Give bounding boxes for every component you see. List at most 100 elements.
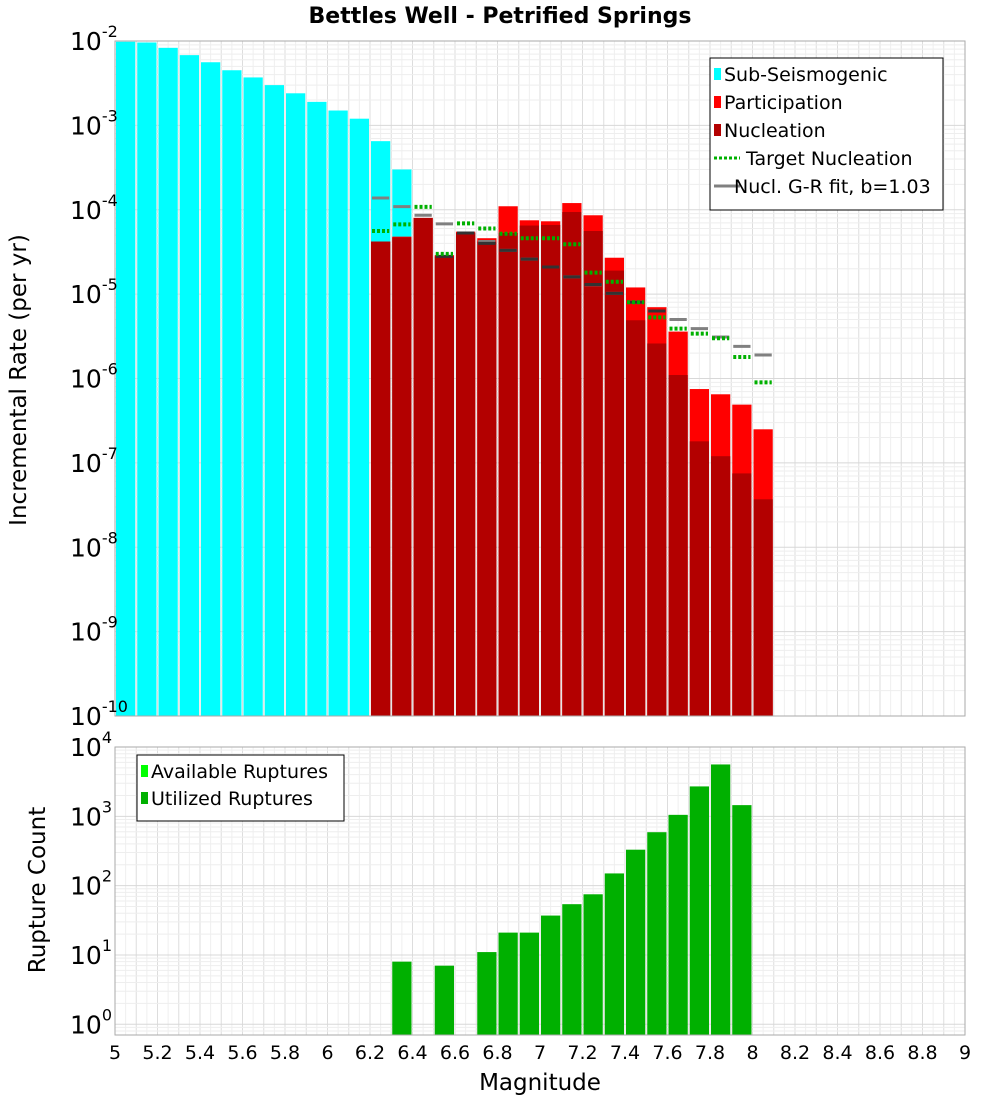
sub-seismogenic-bar (137, 42, 157, 717)
top-y-tick-label: 10-7 (70, 444, 118, 478)
x-tick-label: 6.8 (482, 1042, 512, 1064)
top-legend: Sub-Seismogenic Participation Nucleation Ta… (709, 57, 944, 211)
chart-title: Bettles Well - Petrified Springs (309, 4, 692, 29)
nucleation-bar (626, 320, 646, 716)
bottom-y-tick-label: 101 (70, 936, 112, 970)
utilized-ruptures-bar (583, 894, 603, 1035)
top-plot-frame (114, 40, 966, 717)
top-legend-label: Nucl. G-R fit, b=1.03 (734, 176, 931, 198)
nucleation-bar (413, 217, 433, 716)
x-tick-label: 6 (321, 1042, 333, 1064)
bottom-legend-swatch (141, 765, 148, 777)
nucleation-bar (456, 233, 476, 716)
sub-seismogenic-bar (158, 47, 178, 717)
top-y-tick-label: 10-4 (70, 191, 118, 225)
top-legend-label: Target Nucleation (745, 148, 913, 170)
x-tick-label: 5.8 (270, 1042, 300, 1064)
x-tick-label: 6.2 (355, 1042, 385, 1064)
top-legend-swatch (714, 68, 721, 80)
bottom-y-tick-label: 103 (70, 797, 112, 831)
x-tick-label: 7.8 (695, 1042, 725, 1064)
bottom-legend-label: Available Ruptures (151, 761, 328, 783)
nucleation-bar (371, 241, 391, 717)
x-tick-label: 5.6 (227, 1042, 257, 1064)
utilized-ruptures-series (392, 764, 752, 1035)
bottom-y-tick-label: 100 (70, 1005, 112, 1039)
bottom-legend-label: Utilized Ruptures (151, 788, 313, 810)
nucleation-bar (541, 224, 561, 716)
utilized-ruptures-bar (477, 952, 497, 1035)
x-tick-label: 9 (959, 1042, 971, 1064)
sub-seismogenic-bar (328, 110, 348, 716)
sub-seismogenic-bar (264, 85, 284, 716)
top-legend-box (709, 57, 944, 211)
nucleation-bar (562, 212, 582, 716)
x-tick-label: 7.2 (567, 1042, 597, 1064)
top-y-axis-label: Incremental Rate (per yr) (6, 234, 32, 526)
x-tick-label: 8.4 (822, 1042, 852, 1064)
sub-seismogenic-bar (116, 41, 136, 717)
x-tick-label: 8.8 (907, 1042, 937, 1064)
top-y-tick-label: 10-9 (70, 613, 118, 647)
bottom-plot-frame (114, 746, 966, 1036)
x-axis-label: Magnitude (479, 1070, 601, 1096)
nucleation-bar (647, 343, 667, 716)
top-legend-swatch (714, 96, 721, 108)
utilized-ruptures-bar (392, 961, 412, 1035)
utilized-ruptures-bar (498, 932, 518, 1035)
utilized-ruptures-bar (668, 814, 688, 1035)
x-tick-label: 5.4 (185, 1042, 215, 1064)
x-tick-label: 7.4 (610, 1042, 640, 1064)
x-tick-label: 5 (109, 1042, 121, 1064)
bottom-legend-swatch (141, 792, 148, 804)
bottom-legend: Available Ruptures Utilized Ruptures (136, 754, 345, 822)
bottom-y-axis-label: Rupture Count (25, 807, 51, 973)
x-tick-label: 8.6 (865, 1042, 895, 1064)
utilized-ruptures-bar (626, 849, 646, 1035)
nucleation-bar (519, 225, 539, 716)
bottom-legend-box (136, 754, 345, 822)
bottom-y-tick-labels: 100 101 102 103 104 (70, 728, 112, 1039)
nucleation-bar (689, 441, 709, 716)
sub-seismogenic-bar (307, 101, 327, 716)
utilized-ruptures-bar (711, 764, 731, 1035)
nucleation-bar (604, 270, 624, 716)
utilized-ruptures-bar (689, 786, 709, 1035)
nucleation-bar (711, 456, 731, 716)
top-y-tick-labels: 10-10 10-9 10-8 10-7 10-6 10-5 10-4 10-3 10-2 (70, 22, 128, 731)
x-tick-label: 8 (746, 1042, 758, 1064)
top-legend-label: Nucleation (724, 120, 826, 142)
x-tick-label: 7.6 (652, 1042, 682, 1064)
nucleation-series (371, 212, 773, 717)
top-legend-label: Participation (724, 92, 843, 114)
utilized-ruptures-bar (732, 805, 752, 1035)
sub-seismogenic-bar (349, 118, 369, 716)
top-y-tick-label: 10-10 (70, 697, 128, 731)
utilized-ruptures-bar (541, 915, 561, 1035)
x-tick-label: 6.6 (440, 1042, 470, 1064)
utilized-ruptures-bar (604, 873, 624, 1035)
x-tick-label: 5.2 (142, 1042, 172, 1064)
nucleation-bar (477, 241, 497, 717)
sub-seismogenic-bar (286, 93, 306, 716)
sub-seismogenic-bar (201, 62, 221, 716)
gr-fit-dark-series (435, 231, 666, 313)
bottom-y-tick-label: 102 (70, 867, 112, 901)
sub-seismogenic-bar (179, 55, 199, 716)
nucleation-bar (732, 473, 752, 716)
nucleation-bar (668, 375, 688, 716)
sub-seismogenic-bar (222, 70, 242, 716)
x-tick-label: 8.2 (780, 1042, 810, 1064)
top-y-tick-label: 10-3 (70, 106, 118, 140)
x-tick-label: 6.4 (397, 1042, 427, 1064)
utilized-ruptures-bar (562, 904, 582, 1035)
nucleation-bar (434, 256, 454, 716)
x-tick-labels: 5 5.2 5.4 5.6 5.8 6 6.2 6.4 6.6 6.8 7 7.2 7.4 7.6 7.8 8… (109, 1042, 971, 1064)
top-legend-swatch (714, 124, 721, 136)
nucleation-bar (753, 499, 773, 716)
utilized-ruptures-bar (519, 932, 539, 1035)
utilized-ruptures-bar (647, 832, 667, 1035)
nucleation-bar (392, 237, 412, 716)
top-y-tick-label: 10-8 (70, 528, 118, 562)
